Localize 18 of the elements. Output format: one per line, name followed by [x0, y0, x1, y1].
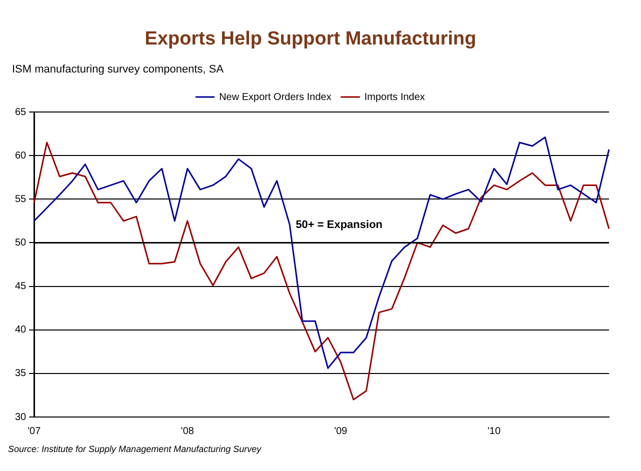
chart-title: Exports Help Support Manufacturing — [144, 28, 476, 50]
x-tick-label: '07 — [28, 426, 42, 437]
y-tick-label: 55 — [15, 194, 27, 205]
y-tick-label: 35 — [15, 368, 27, 380]
legend-label: Imports Index — [364, 92, 425, 103]
y-tick-label: 65 — [15, 106, 27, 118]
y-tick-label: 60 — [15, 150, 27, 162]
x-tick-label: '10 — [488, 426, 501, 437]
y-tick-label: 30 — [15, 412, 27, 423]
y-tick-label: 45 — [15, 281, 27, 292]
ref-line-label: 50+ = Expansion — [296, 219, 383, 232]
y-tick-label: 50 — [15, 237, 27, 248]
legend-label: New Export Orders Index — [219, 92, 332, 103]
source-note: Source: Institute for Supply Management Manufacturing Survey — [8, 444, 262, 454]
x-tick-label: '09 — [334, 426, 348, 437]
chart-subtitle: ISM manufacturing survey components, SA — [12, 63, 224, 76]
x-tick-label: '08 — [180, 426, 194, 437]
y-tick-label: 40 — [15, 324, 27, 336]
